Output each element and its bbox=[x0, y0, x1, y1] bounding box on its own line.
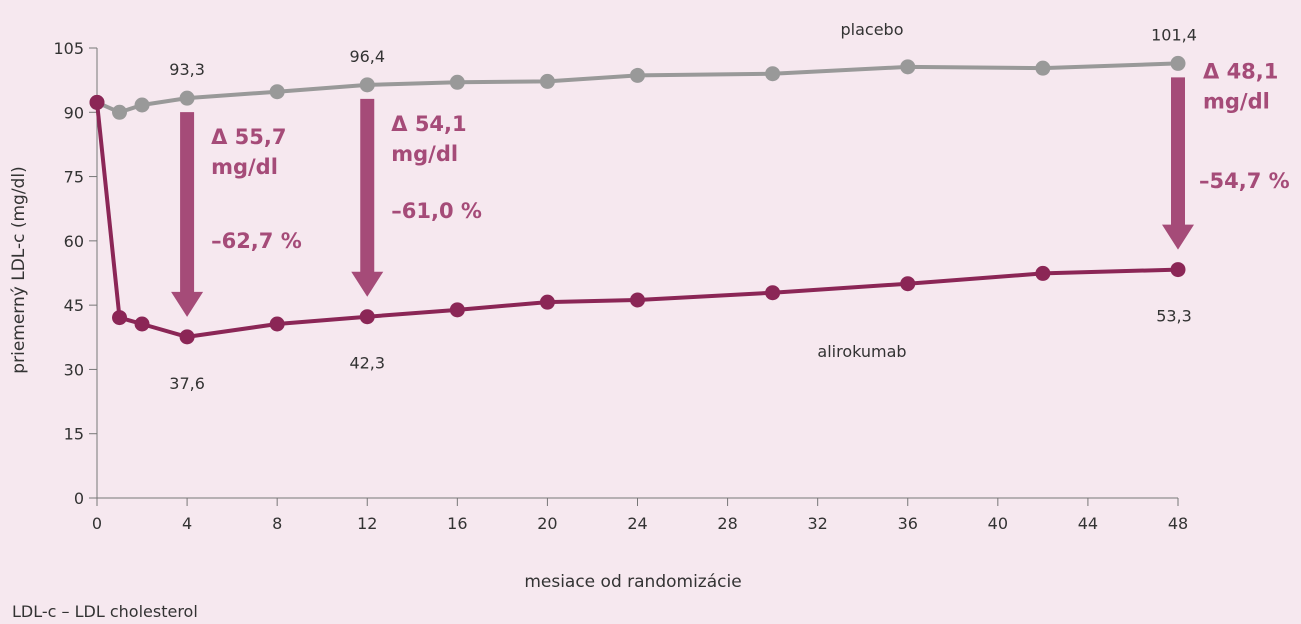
x-tick-label: 8 bbox=[272, 514, 282, 533]
x-tick-label: 28 bbox=[717, 514, 737, 533]
difference-arrows bbox=[171, 77, 1194, 317]
y-tick-label: 90 bbox=[64, 103, 84, 122]
y-tick-label: 0 bbox=[74, 489, 84, 508]
data-point-alirokumab bbox=[449, 302, 465, 318]
series-name-placebo: placebo bbox=[841, 20, 904, 39]
x-tick-label: 0 bbox=[92, 514, 102, 533]
footnote: LDL-c – LDL cholesterol bbox=[12, 602, 198, 621]
data-point-alirokumab bbox=[89, 94, 105, 110]
data-point-placebo bbox=[765, 66, 781, 82]
data-labels: 93,3 96,4 101,4 37,6 42,3 53,3 bbox=[169, 25, 1197, 392]
x-tick-label: 24 bbox=[627, 514, 647, 533]
y-tick-label: 30 bbox=[64, 360, 84, 379]
y-tick-label: 45 bbox=[64, 296, 84, 315]
data-label: 53,3 bbox=[1156, 307, 1192, 326]
delta-unit: mg/dl bbox=[211, 155, 278, 179]
delta-value: Δ 54,1 bbox=[391, 112, 466, 136]
data-label: 42,3 bbox=[349, 354, 385, 373]
x-tick-label: 40 bbox=[988, 514, 1008, 533]
delta-unit: mg/dl bbox=[391, 142, 458, 166]
data-point-alirokumab bbox=[1170, 262, 1186, 278]
x-tick-label: 4 bbox=[182, 514, 192, 533]
x-axis-title: mesiace od randomizácie bbox=[524, 572, 741, 592]
data-point-alirokumab bbox=[630, 292, 645, 308]
x-tick-label: 16 bbox=[447, 514, 467, 533]
data-point-alirokumab bbox=[359, 309, 375, 325]
difference-annotations: Δ 55,7 mg/dl –62,7 % Δ 54,1 mg/dl –61,0 % Δ 48… bbox=[211, 59, 1290, 253]
data-label: 101,4 bbox=[1151, 25, 1197, 44]
data-label: 96,4 bbox=[349, 47, 385, 66]
data-point-alirokumab bbox=[269, 316, 285, 332]
data-point-alirokumab bbox=[539, 294, 555, 310]
data-point-placebo bbox=[539, 73, 555, 89]
delta-value: Δ 55,7 bbox=[211, 125, 286, 149]
y-tick-label: 105 bbox=[53, 39, 84, 58]
x-tick-label: 48 bbox=[1168, 514, 1188, 533]
x-tick-label: 12 bbox=[357, 514, 377, 533]
data-point-alirokumab bbox=[900, 276, 916, 292]
y-axis: 0 15 30 45 60 75 90 105 bbox=[53, 39, 98, 508]
data-point-placebo bbox=[134, 97, 150, 113]
difference-arrow bbox=[351, 98, 384, 297]
data-point-alirokumab bbox=[1035, 265, 1051, 281]
x-tick-label: 20 bbox=[537, 514, 557, 533]
percent-change: –61,0 % bbox=[391, 199, 482, 223]
x-tick-label: 32 bbox=[807, 514, 827, 533]
percent-change: –54,7 % bbox=[1199, 169, 1290, 193]
series-lines bbox=[89, 55, 1186, 345]
series-name-alirokumab: alirokumab bbox=[817, 342, 906, 361]
data-point-alirokumab bbox=[112, 310, 128, 326]
data-point-placebo bbox=[900, 59, 916, 75]
data-point-placebo bbox=[1035, 60, 1051, 76]
delta-unit: mg/dl bbox=[1203, 89, 1270, 113]
difference-arrow bbox=[171, 112, 204, 317]
data-point-alirokumab bbox=[765, 285, 781, 301]
data-point-placebo bbox=[449, 74, 465, 90]
x-axis: 0 4 8 12 16 20 24 28 32 36 40 44 48 bbox=[92, 497, 1188, 533]
data-point-alirokumab bbox=[179, 329, 195, 345]
data-label: 37,6 bbox=[169, 374, 205, 393]
x-tick-label: 36 bbox=[898, 514, 918, 533]
data-point-placebo bbox=[1170, 55, 1186, 71]
data-point-placebo bbox=[179, 90, 195, 106]
y-axis-title: priemerný LDL-c (mg/dl) bbox=[9, 166, 29, 373]
data-label: 93,3 bbox=[169, 60, 205, 79]
delta-value: Δ 48,1 bbox=[1203, 59, 1278, 83]
y-tick-label: 15 bbox=[64, 425, 84, 444]
y-tick-label: 60 bbox=[64, 232, 84, 251]
y-tick-label: 75 bbox=[64, 168, 84, 187]
x-tick-label: 44 bbox=[1078, 514, 1098, 533]
data-point-placebo bbox=[359, 77, 375, 93]
data-point-placebo bbox=[630, 67, 645, 83]
data-point-placebo bbox=[269, 84, 285, 100]
percent-change: –62,7 % bbox=[211, 229, 302, 253]
data-point-alirokumab bbox=[134, 316, 150, 332]
difference-arrow bbox=[1162, 77, 1194, 250]
data-point-placebo bbox=[112, 104, 128, 120]
